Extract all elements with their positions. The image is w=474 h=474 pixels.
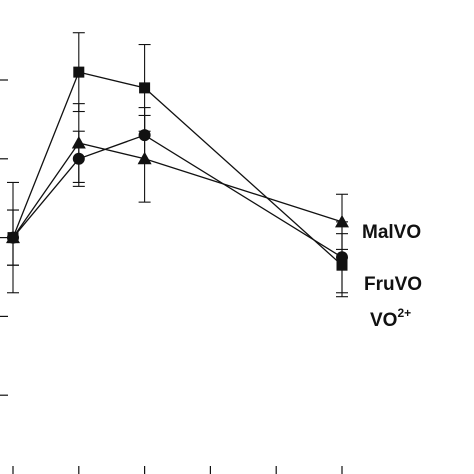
data-point-circle bbox=[72, 152, 85, 165]
series-line-circle bbox=[12, 134, 343, 258]
series-lines bbox=[12, 71, 343, 266]
data-point-circle bbox=[138, 129, 151, 142]
error-bars bbox=[7, 32, 348, 298]
data-point-square bbox=[7, 232, 19, 244]
data-markers bbox=[6, 66, 349, 271]
series-label-malvo: MalVO bbox=[362, 222, 421, 243]
series-labels: MalVO FruVO VO2+ bbox=[362, 222, 422, 331]
data-point-square bbox=[336, 259, 348, 271]
series-label-fruvo: FruVO bbox=[364, 274, 422, 295]
chart-axes bbox=[0, 79, 343, 474]
data-point-square bbox=[73, 66, 85, 78]
data-point-square bbox=[139, 82, 151, 94]
data-point-triangle bbox=[71, 136, 86, 149]
series-label-vo2-base: VO bbox=[370, 310, 397, 331]
series-label-vo2-superscript: 2+ bbox=[397, 306, 411, 320]
series-line-square bbox=[12, 71, 343, 266]
data-point-triangle bbox=[137, 151, 152, 165]
series-label-vo2: VO2+ bbox=[370, 306, 411, 331]
series-line-triangle bbox=[12, 142, 343, 238]
data-point-triangle bbox=[335, 214, 349, 228]
